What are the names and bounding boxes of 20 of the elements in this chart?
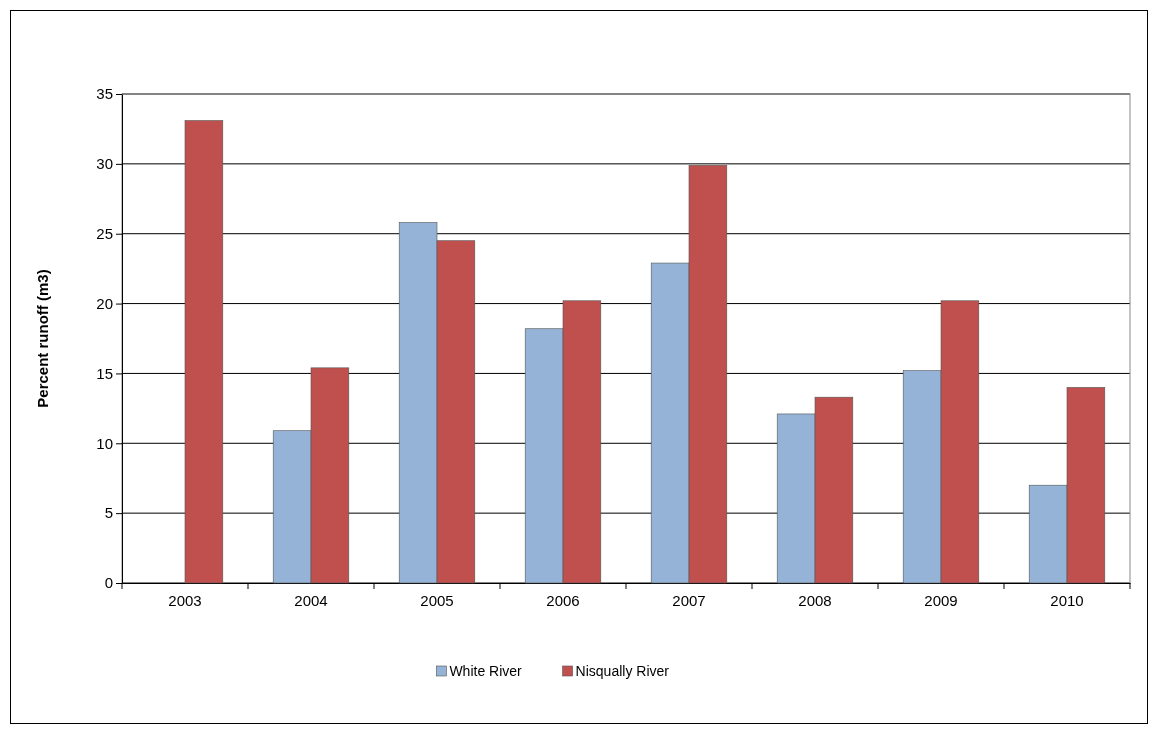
x-tick-label: 2008 [798, 591, 832, 609]
y-tick-label: 35 [96, 85, 113, 103]
y-tick-label: 25 [96, 225, 113, 243]
y-axis-title: Percent runoff (m3) [34, 269, 51, 408]
x-tick-label: 2004 [294, 591, 328, 609]
y-tick-label: 5 [104, 504, 113, 522]
x-tick-label: 2003 [168, 591, 202, 609]
y-tick-label: 20 [96, 294, 113, 312]
y-tick-label: 15 [96, 364, 113, 382]
y-tick-label: 0 [104, 574, 113, 592]
bar [184, 120, 224, 584]
x-tick-label: 2009 [924, 591, 958, 609]
y-tick-label: 30 [96, 155, 113, 173]
legend-label: Nisqually River [575, 663, 670, 679]
x-tick-label: 2006 [546, 591, 580, 609]
x-tick-label: 2005 [420, 591, 454, 609]
x-tick-label: 2007 [672, 591, 706, 609]
y-tick-label: 10 [96, 434, 113, 452]
legend-label: White River [449, 663, 523, 679]
x-tick-label: 2010 [1050, 591, 1084, 609]
